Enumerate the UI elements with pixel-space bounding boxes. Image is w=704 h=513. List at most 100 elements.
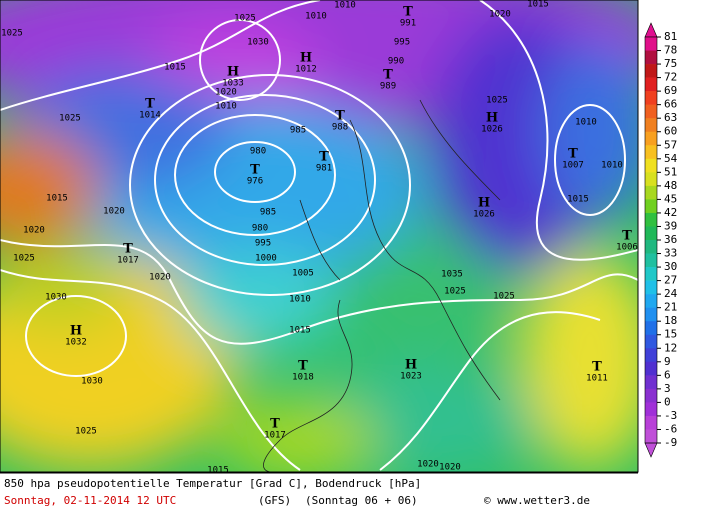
center-symbol: H — [300, 51, 312, 66]
isobar-label: 1025 — [486, 96, 508, 106]
center-pressure: 1011 — [586, 374, 608, 384]
center-pressure: 976 — [247, 177, 263, 187]
colorbar-step — [645, 172, 657, 187]
center-symbol: H — [478, 196, 490, 211]
center-pressure: 1026 — [481, 125, 503, 135]
isobar-label: 1020 — [215, 88, 237, 98]
isobar-label: 1030 — [247, 38, 269, 48]
center-pressure: 1012 — [295, 65, 317, 75]
isobar-label: 1025 — [234, 14, 256, 24]
colorbar-step — [645, 185, 657, 200]
colorbar-label: 21 — [664, 301, 677, 314]
center-pressure: 1033 — [222, 79, 244, 89]
isobar-label: 1010 — [575, 118, 597, 128]
colorbar-step — [645, 334, 657, 349]
center-pressure: 1032 — [65, 338, 87, 348]
center-symbol: T — [145, 97, 155, 112]
colorbar-step — [645, 77, 657, 92]
map-run: (Sonntag 06 + 06) — [305, 494, 418, 507]
colorbar-label: 30 — [664, 260, 677, 273]
center-symbol: T — [383, 68, 393, 83]
center-symbol: T — [270, 417, 280, 432]
center-symbol: H — [486, 111, 498, 126]
isobar-label: 1025 — [493, 292, 515, 302]
colorbar-label: 42 — [664, 206, 677, 219]
colorbar-cap — [644, 442, 658, 458]
center-pressure: 981 — [316, 164, 332, 174]
isobar-label: 1000 — [255, 254, 277, 264]
colorbar: 8178757269666360575451484542393633302724… — [644, 22, 678, 458]
colorbar-label: 33 — [664, 247, 677, 260]
colorbar-step — [645, 294, 657, 308]
colorbar-label: 81 — [664, 30, 677, 43]
isobar-label: 1015 — [527, 0, 549, 10]
map-credit: © www.wetter3.de — [484, 494, 590, 507]
isobar-label: 985 — [260, 208, 276, 218]
center-pressure: 1018 — [292, 373, 314, 383]
colorbar-label: 63 — [664, 111, 677, 124]
center-pressure: 1014 — [139, 111, 161, 121]
isobar-label: 980 — [252, 224, 268, 234]
center-symbol: T — [592, 360, 602, 375]
center-pressure: 1026 — [473, 210, 495, 220]
colorbar-step — [645, 361, 657, 376]
colorbar-label: -9 — [664, 436, 677, 449]
isobar-label: 1025 — [13, 254, 35, 264]
center-pressure: 1017 — [117, 256, 139, 266]
isobar-label: 1010 — [334, 1, 356, 11]
colorbar-label: 60 — [664, 125, 677, 138]
colorbar-label: 66 — [664, 98, 677, 111]
colorbar-cap — [644, 22, 658, 38]
isobar-label: 1010 — [601, 161, 623, 171]
center-symbol: T — [123, 242, 133, 257]
colorbar-label: 15 — [664, 328, 677, 341]
colorbar-step — [645, 267, 657, 281]
isobars — [0, 0, 638, 471]
colorbar-label: 75 — [664, 57, 677, 70]
colorbar-step — [645, 402, 657, 417]
colorbar-step — [645, 307, 657, 322]
colorbar-step — [645, 64, 657, 78]
colorbar-step — [645, 131, 657, 146]
colorbar-step — [645, 253, 657, 268]
colorbar-label: 12 — [664, 341, 677, 354]
center-symbol: T — [298, 359, 308, 374]
isobar-label: 1020 — [439, 463, 461, 473]
colorbar-label: 18 — [664, 314, 677, 327]
center-pressure: 988 — [332, 123, 348, 133]
center-symbol: H — [227, 65, 239, 80]
colorbar-step — [645, 158, 657, 173]
colorbar-step — [645, 50, 657, 65]
isobar-label: 1015 — [289, 326, 311, 336]
colorbar-step — [645, 388, 657, 403]
center-pressure: 1007 — [562, 161, 584, 171]
center-symbol: T — [568, 147, 578, 162]
colorbar-step — [645, 280, 657, 295]
colorbar-step — [645, 375, 657, 390]
center-pressure: 1006 — [616, 243, 638, 253]
isobar-label: 1020 — [489, 10, 511, 20]
isobar-label: 1010 — [289, 295, 311, 305]
center-symbol: H — [70, 324, 82, 339]
isobar-label: 1030 — [45, 293, 67, 303]
colorbar-step — [645, 321, 657, 336]
map-date: Sonntag, 02-11-2014 12 UTC — [4, 494, 176, 507]
colorbar-step — [645, 145, 657, 160]
isobar-label: 1010 — [305, 12, 327, 22]
colorbar-step — [645, 415, 657, 430]
isobar-label: 1015 — [164, 63, 186, 73]
isobar-label: 1020 — [149, 273, 171, 283]
isobar-label: 1030 — [81, 377, 103, 387]
colorbar-step — [645, 104, 657, 119]
colorbar-label: 3 — [664, 382, 671, 395]
center-pressure: 989 — [380, 82, 396, 92]
colorbar-step — [645, 91, 657, 105]
map-title: 850 hpa pseudopotentielle Temperatur [Gr… — [4, 477, 421, 490]
isobar-label: 985 — [290, 126, 306, 136]
isobar-label: 1025 — [59, 114, 81, 124]
colorbar-label: 6 — [664, 368, 671, 381]
isobar-label: 1015 — [567, 195, 589, 205]
